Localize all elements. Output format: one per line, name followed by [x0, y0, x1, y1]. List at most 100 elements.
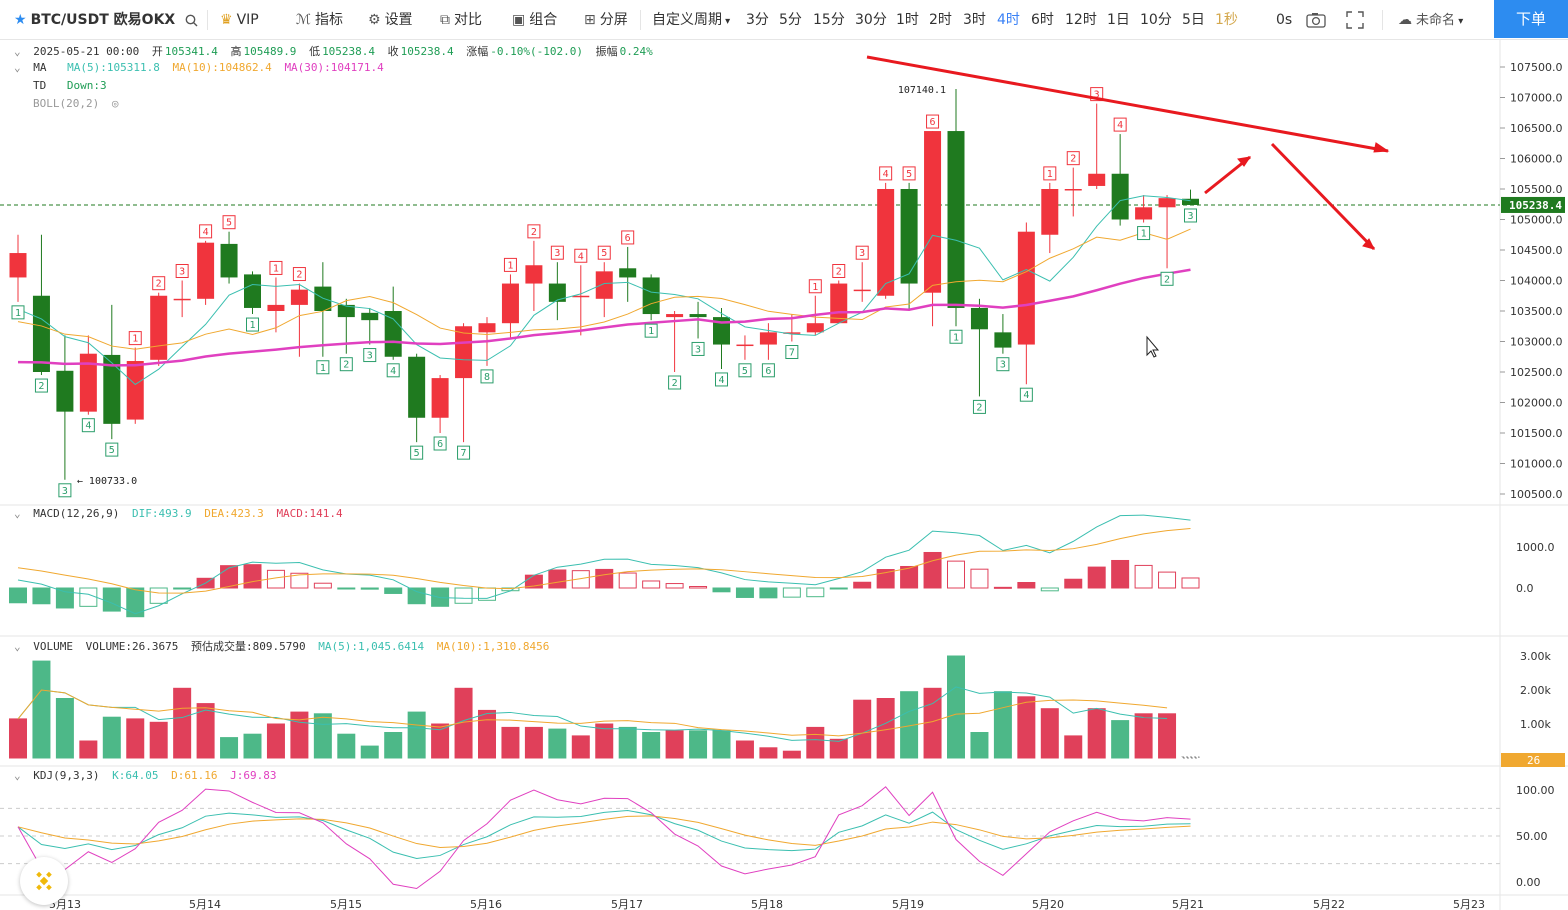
td-mark-label: 8	[484, 372, 490, 383]
indicators-button[interactable]: ℳ 指标	[296, 0, 343, 40]
td-mark-box	[11, 305, 25, 320]
fullscreen-icon[interactable]	[1346, 0, 1364, 40]
settings-button[interactable]: ⚙ 设置	[368, 0, 413, 40]
period-30分[interactable]: 30分	[855, 12, 887, 28]
period-4时[interactable]: 4时	[997, 12, 1020, 28]
candle-body	[525, 265, 543, 284]
star-icon[interactable]: ★	[14, 12, 27, 28]
mouse-cursor-icon	[1146, 335, 1160, 358]
td-mark-box	[1113, 117, 1127, 132]
candle-body	[1135, 207, 1153, 220]
candle-body	[244, 274, 261, 308]
macd-tick-label: 1000.0	[1516, 541, 1555, 554]
td-mark-label: 3	[367, 351, 373, 362]
period-15分[interactable]: 15分	[813, 12, 845, 28]
volume-last-label: 26	[1527, 754, 1540, 767]
macd-bar	[243, 564, 262, 589]
candle-body	[197, 242, 215, 299]
close-value: 105238.4	[400, 45, 454, 58]
symbol-selector[interactable]: ★ BTC/USDT 欧易OKX	[14, 0, 175, 40]
eye-hidden-icon[interactable]: ◎	[111, 97, 119, 110]
d-value: D:61.16	[171, 769, 218, 782]
combine-button[interactable]: ▣ 组合	[512, 0, 557, 40]
custom-period-dropdown[interactable]: 自定义周期 ▾	[652, 0, 730, 40]
split-screen-button[interactable]: ⊞ 分屏	[584, 0, 628, 40]
volume-bar	[1087, 708, 1106, 759]
macd-bar	[993, 586, 1012, 589]
td-mark-label: 3	[179, 267, 185, 278]
macd-bar	[782, 587, 801, 598]
volume-bar	[759, 747, 778, 759]
arrow-head	[1362, 238, 1375, 250]
macd-value: MACD:141.4	[276, 507, 343, 520]
candle-body	[56, 370, 74, 412]
volume-bar	[313, 713, 332, 759]
td-mark-label: 3	[62, 486, 68, 497]
volume-bar	[1064, 735, 1083, 759]
volume-name: VOLUME	[33, 640, 73, 653]
period-1时[interactable]: 1时	[896, 12, 919, 28]
vip-button[interactable]: ♛ VIP	[220, 0, 259, 40]
crown-icon: ♛	[220, 12, 233, 28]
last-price-label: 105238.4	[1509, 199, 1562, 212]
td-mark-label: 4	[390, 366, 396, 377]
macd-bar	[454, 587, 473, 604]
period-3时[interactable]: 3时	[963, 12, 986, 28]
combine-label: 组合	[529, 12, 558, 28]
candle-body	[384, 311, 402, 357]
period-5日[interactable]: 5日	[1182, 12, 1205, 28]
td-mark-label: 5	[906, 169, 912, 180]
period-1日[interactable]: 1日	[1107, 12, 1130, 28]
volume-bar	[806, 726, 825, 759]
volume-bar	[431, 723, 450, 759]
collapse-icon[interactable]: ⌄	[14, 61, 21, 74]
chevron-down-icon: ▾	[722, 16, 731, 27]
td-mark-label: 5	[742, 366, 748, 377]
collapse-icon[interactable]: ⌄	[14, 507, 21, 520]
collapse-icon[interactable]: ⌄	[14, 45, 21, 58]
candle-body	[32, 295, 50, 372]
order-button[interactable]: 下单	[1494, 0, 1568, 38]
volume-bar	[1111, 720, 1130, 759]
open-value: 105341.4	[164, 45, 218, 58]
chart-canvas[interactable]: 107500.0 107000.0 106500.0 106000.0 105500.0…	[0, 40, 1568, 910]
period-12时[interactable]: 12时	[1065, 12, 1097, 28]
volume-bar	[970, 732, 989, 759]
td-mark-box	[316, 360, 330, 375]
date-tick-label: 5月14	[189, 898, 221, 910]
td-mark-label: 2	[836, 267, 842, 278]
cloud-save-dropdown[interactable]: ☁ 未命名 ▾	[1398, 0, 1463, 40]
macd-bar	[759, 587, 778, 599]
period-6时[interactable]: 6时	[1031, 12, 1054, 28]
volume-bar	[1134, 713, 1153, 759]
td-mark-box	[503, 257, 517, 272]
td-mark-box	[269, 260, 283, 275]
camera-icon[interactable]	[1306, 0, 1326, 40]
td-mark-label: 4	[203, 227, 209, 238]
collapse-icon[interactable]: ⌄	[14, 640, 21, 653]
candle-body	[1041, 189, 1059, 235]
volume-bar	[173, 687, 192, 759]
macd-bar	[618, 572, 637, 589]
high-value: 105489.9	[243, 45, 297, 58]
macd-bar	[689, 586, 708, 589]
td-mark-box	[738, 363, 752, 378]
price-tick-label: 106000.0	[1510, 153, 1563, 166]
price-tick-label: 103500.0	[1510, 305, 1563, 318]
period-3分[interactable]: 3分	[746, 12, 769, 28]
candle-body	[1182, 198, 1199, 205]
compare-button[interactable]: ⧉ 对比	[440, 0, 482, 40]
volume-tick-label: 2.00k	[1520, 684, 1551, 697]
search-icon[interactable]	[185, 0, 198, 40]
period-1秒[interactable]: 1秒	[1215, 12, 1238, 28]
td-mark-label: 1	[953, 332, 959, 343]
collapse-icon[interactable]: ⌄	[14, 769, 21, 782]
boll-name: BOLL(20,2)	[33, 97, 100, 110]
td-mark-label: 3	[554, 248, 560, 259]
candle-body	[267, 304, 285, 311]
volume-bar	[9, 718, 27, 759]
period-5分[interactable]: 5分	[779, 12, 802, 28]
period-2时[interactable]: 2时	[929, 12, 952, 28]
period-10分[interactable]: 10分	[1140, 12, 1172, 28]
macd-bar	[1134, 564, 1153, 589]
